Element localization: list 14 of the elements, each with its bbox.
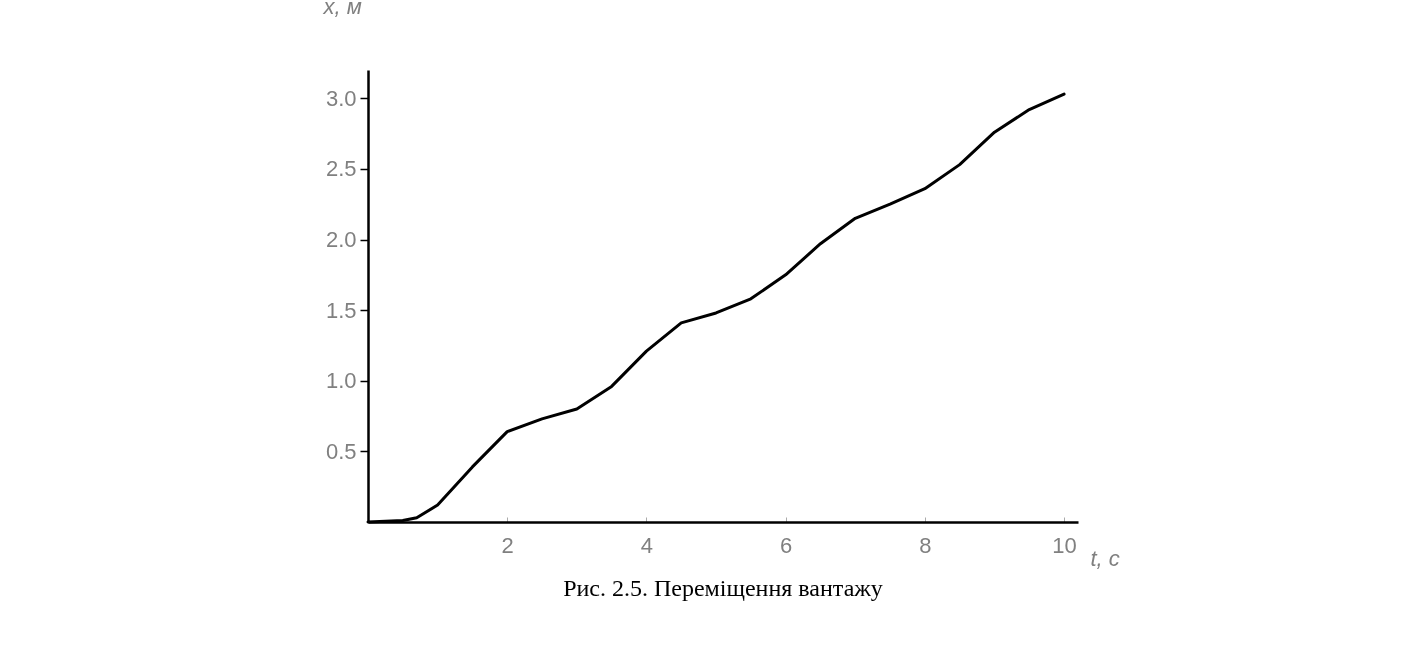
- x-tick-label: 10: [1052, 532, 1077, 558]
- y-tick-label: 3.0: [325, 85, 357, 111]
- y-tick-label: 2.5: [325, 156, 357, 182]
- y-tick-label: 2.0: [325, 227, 357, 252]
- text: Рис. 2.5. Переміщення вантажу: [563, 575, 883, 601]
- x-tick-label: 4: [640, 532, 654, 558]
- y-axis-title: x, м: [322, 0, 362, 19]
- y-tick-label: 1.0: [325, 368, 357, 394]
- y-tick-label: 1.5: [325, 297, 357, 323]
- y-tick-label: 0.5: [325, 438, 357, 464]
- x-tick-label: 6: [780, 532, 793, 558]
- x-axis-title: t, c: [1090, 545, 1120, 571]
- x-tick-label: 2: [501, 532, 514, 558]
- x-tick-label: 8: [919, 532, 932, 558]
